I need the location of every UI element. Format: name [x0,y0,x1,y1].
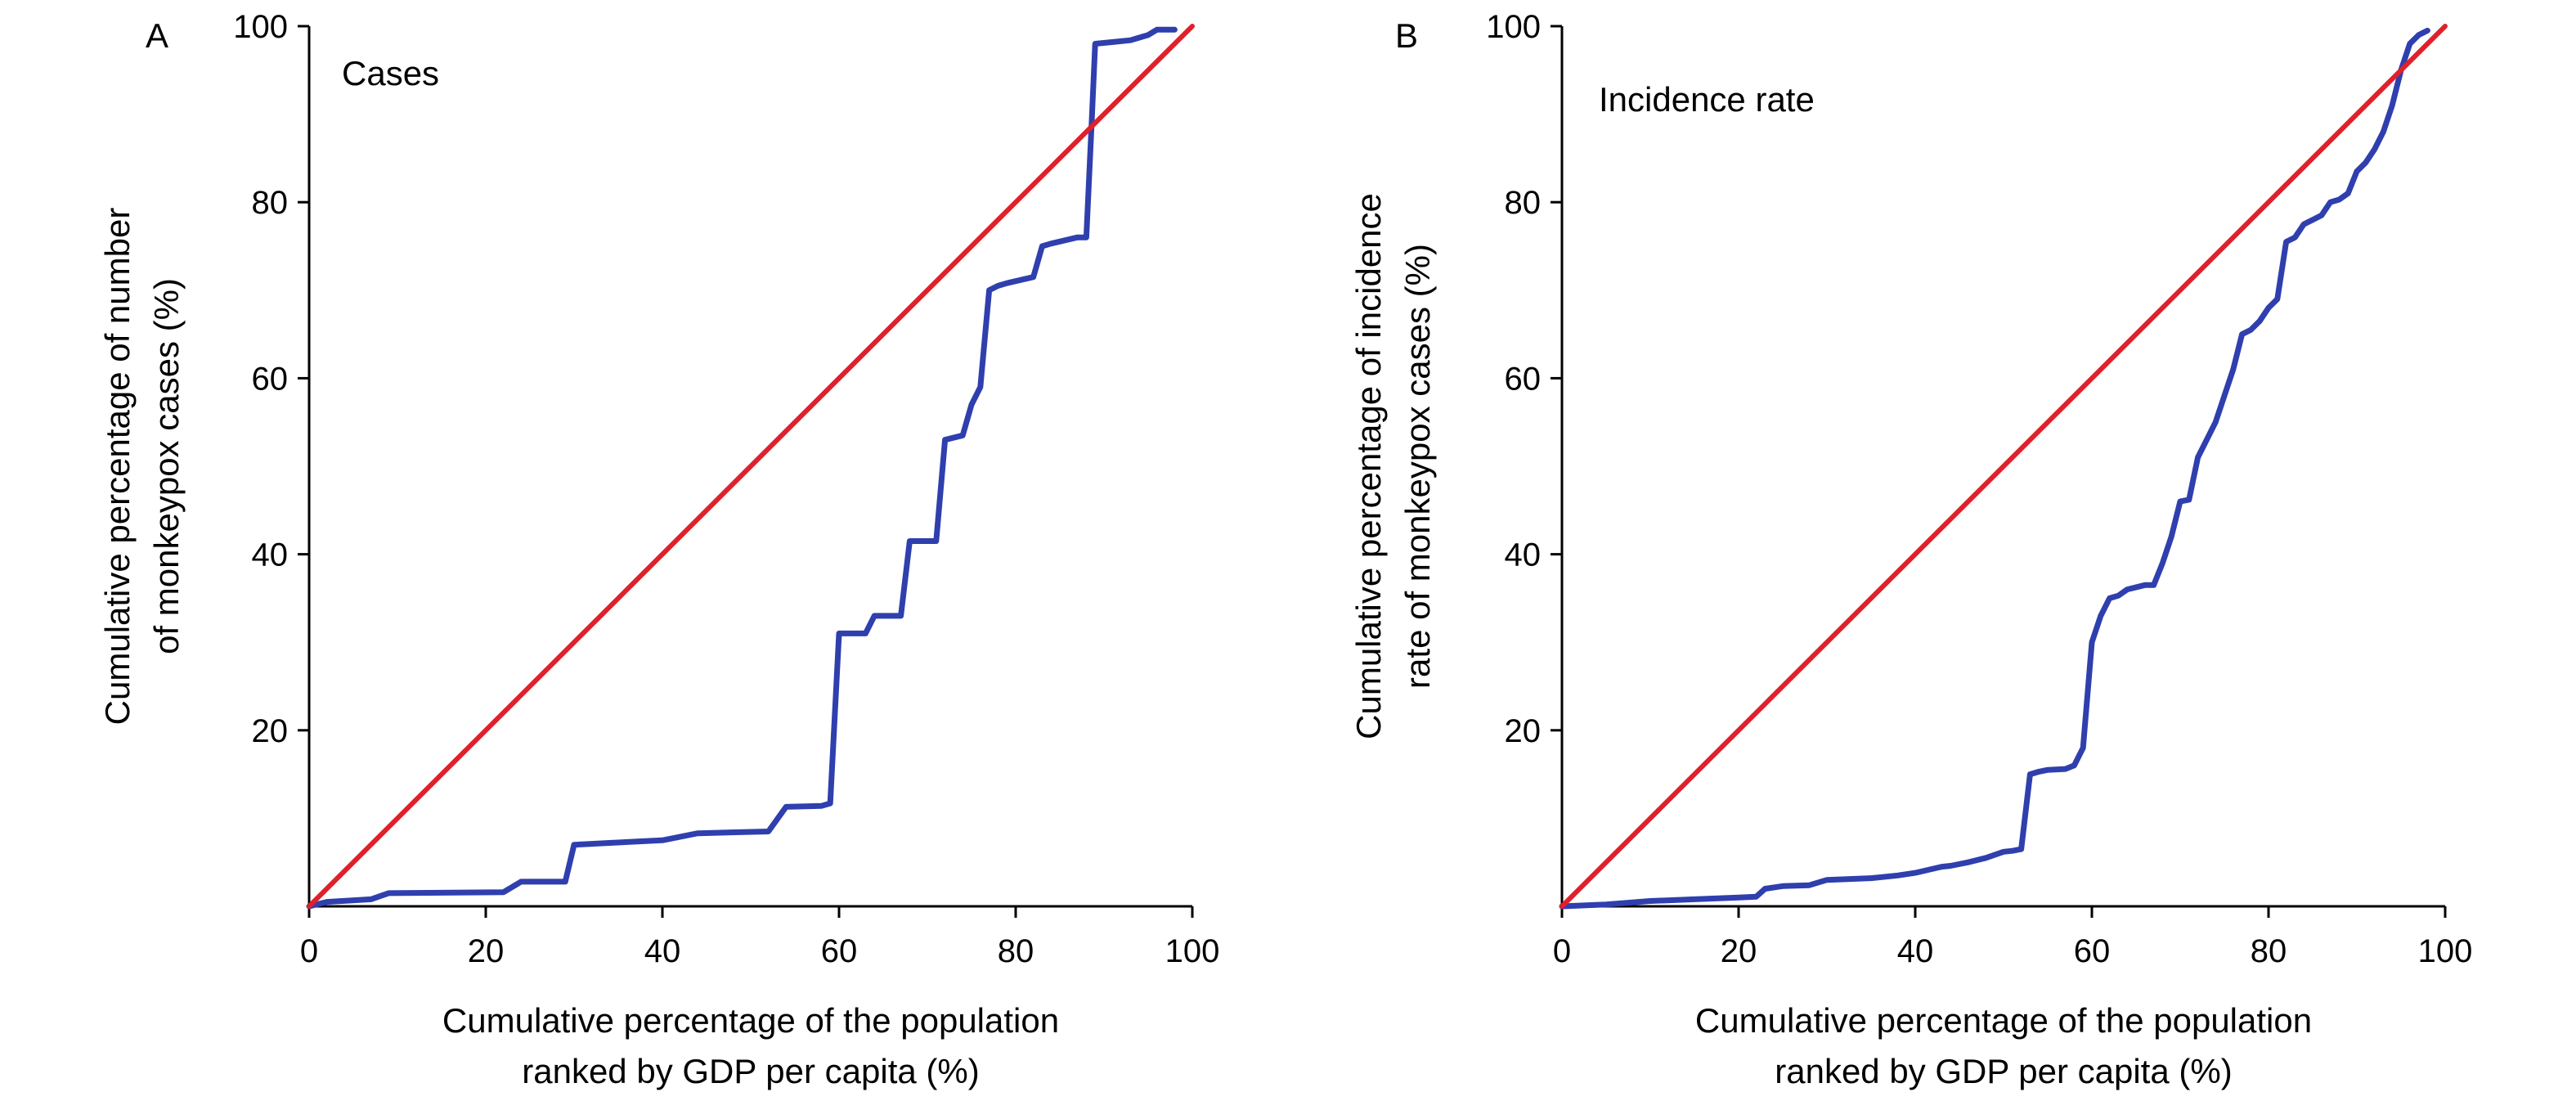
panel-a-x-tick-label: 60 [821,933,858,969]
panel-b-xlabel-line1: Cumulative percentage of the population [1695,1001,2312,1040]
panel-a-x-tick-label: 80 [998,933,1034,969]
panel-a-y-tick-label: 40 [252,537,289,573]
panel-a-x-tick-label: 20 [468,933,505,969]
panel-b-y-tick-label: 80 [1505,185,1542,221]
panel-a-concentration-curve [306,26,1178,910]
panel-b-title: Incidence rate [1599,80,1815,119]
panel-a-ylabel-line1: Cumulative percentage of number [98,208,137,726]
panel-a-y-tick-label: 20 [252,713,289,749]
panel-a-x-tick-label: 0 [300,933,318,969]
panel-a: A Cases 0 20 40 60 80 100 20 40 60 80 100 Cumulati… [98,9,1219,1090]
panel-a-ylabel-line2: of monkeypox cases (%) [147,278,186,654]
panel-a-y-tick-label: 100 [233,9,288,45]
panel-a-x-tick-label: 100 [1165,933,1220,969]
panel-a-y-tick-label: 60 [252,361,289,397]
panel-b-letter: B [1395,16,1418,55]
panel-b-x-tick-label: 100 [2418,933,2473,969]
panel-a-y-tick-label: 80 [252,185,289,221]
panel-b-ylabel-line1: Cumulative percentage of incidence [1349,193,1388,739]
panel-b-ylabel-line2: rate of monkeypox cases (%) [1398,244,1437,689]
panel-b-x-tick-label: 40 [1897,933,1934,969]
panel-a-letter: A [146,16,168,55]
panel-b: B Incidence rate 0 20 40 60 80 100 20 40 60 80 100… [1349,9,2472,1090]
panel-a-xlabel-line1: Cumulative percentage of the population [442,1001,1059,1040]
panel-a-equality-line [307,24,1195,909]
panel-b-x-tick-label: 20 [1721,933,1757,969]
panel-b-y-tick-label: 100 [1486,9,1541,45]
panel-b-x-tick-label: 80 [2251,933,2287,969]
panel-a-x-tick-label: 40 [644,933,681,969]
panel-a-plot-area: 0 20 40 60 80 100 20 40 60 80 100 [233,9,1219,969]
panel-b-xlabel-line2: ranked by GDP per capita (%) [1775,1052,2232,1090]
panel-a-xlabel-line2: ranked by GDP per capita (%) [522,1052,979,1090]
panel-b-x-tick-label: 60 [2074,933,2111,969]
panel-b-plot-area: 0 20 40 60 80 100 20 40 60 80 100 [1486,9,2472,969]
panel-a-title: Cases [342,54,439,92]
panel-b-x-tick-label: 0 [1553,933,1571,969]
panel-b-y-tick-label: 20 [1505,713,1542,749]
panel-b-concentration-curve [1559,27,2430,910]
panel-b-equality-line [1560,24,2448,909]
panel-b-y-tick-label: 60 [1505,361,1542,397]
panel-b-y-tick-label: 40 [1505,537,1542,573]
